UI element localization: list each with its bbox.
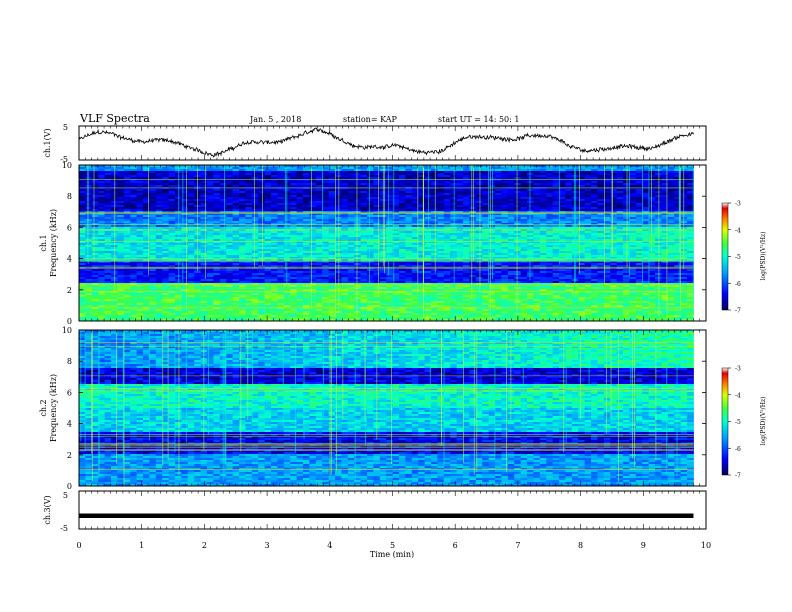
x-tick-5: 5 [390,541,395,550]
x-tick-8: 8 [578,541,583,550]
date-label: Jan. 5 , 2018 [249,115,301,124]
ch2-spec-ytick-0: 0 [67,482,72,491]
ch1-spec-ytick-0: 0 [67,317,72,326]
x-tick-0: 0 [76,541,81,550]
ch1-colorbar: -3 -4 -5 -6 -7 log(PSD)(V²/Hz) [721,201,767,315]
ch1-spec-ytick-8: 8 [67,192,72,201]
x-tick-2: 2 [202,541,207,550]
ch2-colorbar: -3 -4 -5 -6 -7 log(PSD)(V²/Hz) [721,366,767,480]
ch1-cbar-tick--5: -5 [735,254,741,261]
ch2-spec-ytick-4: 4 [67,420,72,429]
x-tick-7: 7 [515,541,520,550]
x-tick-6: 6 [453,541,458,550]
ch1-colorbar-label: log(PSD)(V²/Hz) [760,232,767,281]
ch2-cbar-tick--6: -6 [735,446,741,453]
ch3-ytick-bottom: -5 [60,524,68,533]
ch1-spec-ylabel-freq: Frequency (kHz) [49,209,58,277]
ch2-colorbar-label: log(PSD)(V²/Hz) [760,397,767,446]
ch1-spec-ytick-10: 10 [62,161,72,170]
ch1-ylabel: ch.1(V) [43,128,52,157]
x-axis: 0 1 2 3 4 5 6 7 8 9 10 [76,126,711,550]
x-tick-1: 1 [139,541,144,550]
ch1-ytick-bottom: -5 [60,155,68,164]
ch3-waveform-panel: 5 -5 ch.3(V) [43,490,707,533]
ch2-spec-ytick-2: 2 [67,451,72,460]
ch2-spec-ytick-8: 8 [67,357,72,366]
ch1-waveform-line [79,127,694,158]
ch1-spectrogram-image [79,165,706,322]
ch1-spectrogram-panel: 0 2 4 6 8 10 ch.1 Frequency (kHz) [39,161,707,326]
ch2-spec-ytick-6: 6 [67,388,72,397]
x-tick-4: 4 [327,541,332,550]
ch1-spec-ytick-6: 6 [67,223,72,232]
ch1-waveform-panel: 5 -5 ch.1(V) [43,123,707,164]
figure-title: VLF Spectra [79,112,150,125]
ch1-cbar-tick--7: -7 [735,308,741,315]
x-tick-3: 3 [265,541,270,550]
ch1-spec-ytick-2: 2 [67,286,72,295]
ch1-cbar-tick--6: -6 [735,281,741,288]
ch3-ytick-top: 5 [63,491,68,500]
ch2-cbar-tick--3: -3 [735,366,741,373]
ch3-ylabel: ch.3(V) [43,495,52,524]
ch1-spec-ytick-4: 4 [67,255,72,264]
ch1-cbar-tick--3: -3 [735,201,741,208]
station-label: station= KAP [343,115,398,124]
ch2-spectrogram-panel: 0 2 4 6 8 10 ch.2 Frequency (kHz) [39,326,707,491]
x-axis-label: Time (min) [370,550,414,559]
ch2-cbar-tick--7: -7 [735,473,741,480]
ch2-cbar-tick--5: -5 [735,419,741,426]
ch1-cbar-tick--4: -4 [735,227,741,234]
ch2-spec-ytick-10: 10 [62,326,72,335]
x-tick-10: 10 [701,541,711,550]
ch1-spec-ylabel: ch.1 [39,234,48,251]
ch2-spec-ylabel-freq: Frequency (kHz) [49,374,58,442]
start-time-label: start UT = 14: 50: 1 [438,115,519,124]
ch2-cbar-tick--4: -4 [735,392,741,399]
ch2-spec-ylabel: ch.2 [39,399,48,416]
ch2-spectrogram-image [79,330,706,487]
x-tick-9: 9 [641,541,646,550]
ch1-ytick-top: 5 [63,123,68,132]
